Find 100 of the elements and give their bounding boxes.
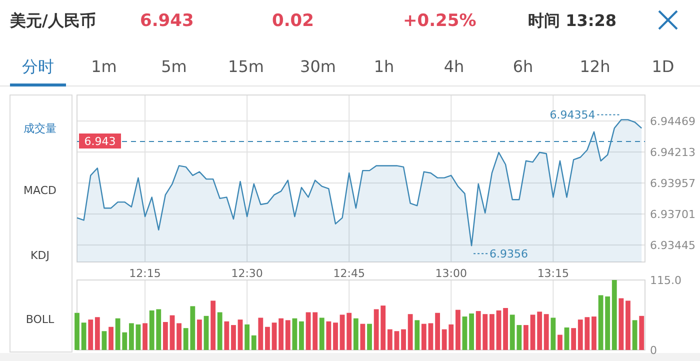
bar <box>544 314 549 350</box>
bar <box>353 318 358 350</box>
bar <box>456 310 460 350</box>
bar <box>496 310 502 350</box>
bar <box>469 313 474 350</box>
bar <box>408 314 413 350</box>
bar <box>204 316 209 350</box>
text: 30m <box>300 57 336 76</box>
chart-title: 美元/人民币 <box>9 11 96 30</box>
bar <box>258 318 264 350</box>
text: BOLL <box>26 313 55 326</box>
bar <box>612 280 617 350</box>
bar <box>401 329 406 350</box>
annotation: 6.9356 <box>490 248 528 261</box>
bar <box>128 323 134 350</box>
bar <box>639 316 644 350</box>
bar <box>176 323 182 350</box>
y-tick-label: 6.93701 <box>650 208 696 222</box>
bar <box>142 323 148 350</box>
bar <box>618 298 624 350</box>
x-tick-label: 12:15 <box>129 267 161 280</box>
y-tick-label: 6.93445 <box>650 239 696 252</box>
ref-line-label: 6.943 <box>84 135 116 148</box>
bar <box>394 331 400 350</box>
bar <box>360 324 366 350</box>
y-tick-label: 0 <box>650 344 657 357</box>
bar <box>224 321 230 350</box>
bar <box>272 322 277 350</box>
text: 6h <box>512 57 534 76</box>
bar <box>196 320 202 350</box>
bar <box>523 325 528 350</box>
bar <box>340 314 345 350</box>
annotation: 6.94354 <box>550 108 596 122</box>
x-tick-label: 12:30 <box>231 267 263 280</box>
bar <box>312 312 318 350</box>
text: 1h <box>374 57 394 76</box>
bar <box>503 308 508 350</box>
bar <box>564 327 570 350</box>
bar <box>346 312 352 350</box>
text: +0.25% <box>403 11 476 31</box>
bar <box>278 318 284 350</box>
bar <box>285 320 290 350</box>
x-tick-label: 13:15 <box>537 267 570 280</box>
bar <box>88 320 94 350</box>
bar <box>489 314 494 350</box>
bar <box>421 324 426 350</box>
text: MACD <box>24 184 56 197</box>
bar <box>326 321 332 350</box>
bar <box>537 312 542 350</box>
text: 成交量 <box>24 122 56 135</box>
text: 时间 13:28 <box>528 11 616 30</box>
bar <box>632 320 638 350</box>
bar <box>238 320 243 350</box>
bar <box>367 324 372 350</box>
text: 6.943 <box>140 11 194 31</box>
bar <box>428 323 434 350</box>
bar <box>162 322 168 350</box>
bar <box>170 315 175 350</box>
text: 5m <box>161 57 187 76</box>
bar <box>244 324 250 350</box>
y-tick-label: 6.94469 <box>650 115 696 128</box>
text: 15m <box>228 57 264 76</box>
y-tick-label: 6.93957 <box>650 177 696 190</box>
text: 4h <box>444 57 464 76</box>
text: KDJ <box>30 249 50 262</box>
bar <box>530 314 536 350</box>
bar <box>265 326 270 350</box>
bar <box>319 318 324 350</box>
bar <box>462 316 468 350</box>
bar <box>231 325 236 350</box>
bar <box>387 329 392 350</box>
bar <box>435 312 440 350</box>
text: 0.02 <box>272 11 314 31</box>
bar <box>74 312 80 350</box>
bar <box>217 312 222 350</box>
bar <box>299 321 304 350</box>
bar <box>592 316 596 350</box>
text: 12h <box>580 57 610 76</box>
y-tick-label: 6.94213 <box>650 146 696 160</box>
bar <box>102 331 107 350</box>
text: 1D <box>652 57 674 76</box>
bar <box>558 334 562 350</box>
bar <box>414 320 420 350</box>
x-tick-label: 12:45 <box>333 267 365 280</box>
x-tick-label: 13:00 <box>435 267 467 280</box>
bar <box>571 328 576 350</box>
bar <box>94 317 100 350</box>
bar <box>550 318 556 350</box>
bar <box>292 318 298 350</box>
bar <box>81 322 86 350</box>
bar <box>306 312 311 350</box>
bar <box>626 300 630 350</box>
bar <box>108 326 114 350</box>
text: 1m <box>91 57 117 76</box>
bar <box>333 322 338 350</box>
bar <box>136 324 141 350</box>
bar <box>210 300 216 350</box>
text: 分时 <box>22 57 54 76</box>
bar <box>251 335 256 350</box>
y-tick-label: 115.0 <box>650 274 682 287</box>
